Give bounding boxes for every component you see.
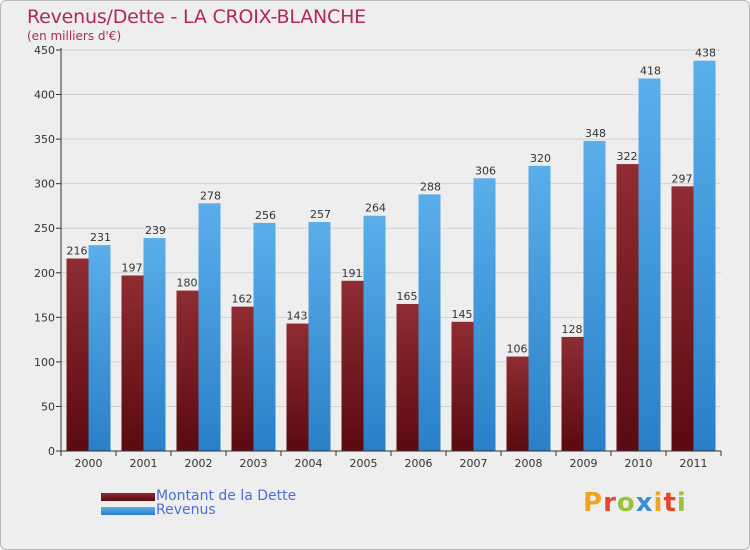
logo-letter: i (676, 488, 687, 518)
data-label-revenus: 264 (365, 202, 386, 215)
legend-swatch-debt (101, 493, 155, 501)
data-label-revenus: 239 (145, 224, 166, 237)
proxiti-logo: Proxiti (583, 488, 687, 518)
data-label-debt: 128 (562, 323, 583, 336)
logo-letter: P (583, 488, 604, 518)
data-label-debt: 145 (452, 308, 473, 321)
bar-revenus-2002 (198, 203, 221, 451)
bars-layer (66, 60, 716, 452)
x-tick-label: 2010 (625, 457, 653, 470)
x-tick-label: 2006 (405, 457, 433, 470)
y-tick-label: 150 (34, 311, 55, 324)
x-tick-label: 2008 (515, 457, 543, 470)
y-tick-label: 350 (34, 133, 55, 146)
logo-letter: o (616, 488, 636, 518)
logo-letter: x (635, 488, 654, 518)
bar-revenus-2003 (253, 222, 276, 451)
data-label-debt: 297 (672, 172, 693, 185)
data-label-debt: 162 (232, 293, 253, 306)
data-label-revenus: 256 (255, 209, 276, 222)
y-tick-label: 100 (34, 356, 55, 369)
legend-swatch-revenus (101, 507, 155, 515)
bar-revenus-2008 (528, 165, 551, 451)
x-tick-label: 2005 (350, 457, 378, 470)
data-label-debt: 216 (67, 245, 88, 258)
bar-debt-2009 (561, 336, 584, 451)
data-label-debt: 197 (122, 261, 143, 274)
data-label-revenus: 438 (695, 47, 716, 60)
data-label-revenus: 288 (420, 180, 441, 193)
x-tick-label: 2000 (75, 457, 103, 470)
bar-debt-2010 (616, 164, 639, 451)
data-label-debt: 180 (177, 277, 198, 290)
data-label-debt: 143 (287, 310, 308, 323)
bar-revenus-2001 (143, 238, 166, 451)
y-tick-label: 400 (34, 89, 55, 102)
data-label-debt: 106 (507, 343, 528, 356)
legend-label-revenus: Revenus (156, 502, 216, 518)
bar-debt-2011 (671, 186, 694, 451)
bar-debt-2002 (176, 290, 199, 451)
bar-revenus-2010 (638, 78, 661, 451)
y-tick-label: 300 (34, 178, 55, 191)
data-label-revenus: 348 (585, 127, 606, 140)
data-label-debt: 165 (397, 290, 418, 303)
x-tick-label: 2001 (130, 457, 158, 470)
x-tick-label: 2003 (240, 457, 268, 470)
bar-debt-2004 (286, 323, 309, 451)
bar-revenus-2005 (363, 215, 386, 451)
bar-revenus-2007 (473, 178, 496, 451)
data-label-revenus: 418 (640, 65, 661, 78)
bar-debt-2000 (66, 258, 89, 451)
grid-layer (61, 49, 721, 452)
y-tick-label: 450 (34, 44, 55, 57)
x-tick-label: 2002 (185, 457, 213, 470)
axis-layer: 0 50 100 150 200 250 300 350 400 450 2000 2001 2002 2… (34, 44, 722, 470)
y-tick-label: 50 (41, 400, 55, 413)
bar-debt-2007 (451, 321, 474, 451)
bar-debt-2006 (396, 303, 419, 451)
bar-revenus-2009 (583, 140, 606, 452)
chart-title: Revenus/Dette - LA CROIX-BLANCHE (27, 6, 366, 28)
x-tick-label: 2011 (680, 457, 708, 470)
bar-debt-2008 (506, 356, 529, 451)
data-label-debt: 322 (617, 150, 638, 163)
bar-debt-2005 (341, 280, 364, 451)
y-tick-label: 250 (34, 222, 55, 235)
data-label-revenus: 278 (200, 189, 221, 202)
bar-revenus-2004 (308, 221, 331, 451)
y-tick-label: 200 (34, 267, 55, 280)
bar-revenus-2011 (693, 60, 716, 452)
x-tick-label: 2004 (295, 457, 323, 470)
bar-debt-2001 (121, 275, 144, 451)
bar-debt-2003 (231, 306, 254, 451)
legend-label-debt: Montant de la Dette (156, 488, 297, 504)
x-tick-label: 2009 (570, 457, 598, 470)
data-label-debt: 191 (342, 267, 363, 280)
data-label-revenus: 231 (90, 231, 111, 244)
logo-letter: r (603, 488, 617, 518)
chart-subtitle: (en milliers d'€) (27, 29, 122, 43)
y-tick-label: 0 (48, 445, 55, 458)
data-label-revenus: 320 (530, 152, 551, 165)
bar-revenus-2006 (418, 194, 441, 452)
bar-revenus-2000 (88, 245, 111, 451)
data-label-revenus: 257 (310, 208, 331, 221)
x-tick-label: 2007 (460, 457, 488, 470)
data-label-revenus: 306 (475, 164, 496, 177)
logo-letter: t (663, 488, 677, 518)
logo-letter: i (653, 488, 664, 518)
